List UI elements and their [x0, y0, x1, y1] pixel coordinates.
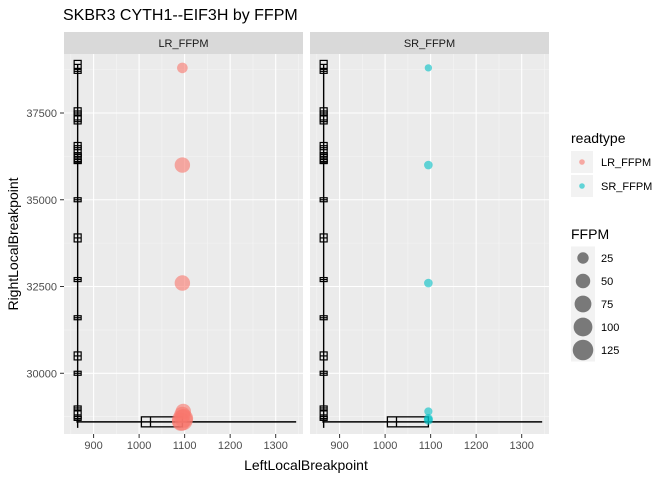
legend-size-label: 25: [601, 253, 613, 265]
facet-plot-bg-sr: [310, 54, 549, 434]
legend-color-key: [579, 183, 585, 189]
legend-size-key: [574, 295, 592, 313]
y-tick-label: 35000: [26, 195, 57, 207]
x-tick-label: 900: [330, 440, 348, 452]
legend-size-title: FFPM: [571, 226, 609, 242]
legend-size-label: 75: [601, 299, 613, 311]
legend-size-key: [573, 317, 593, 337]
x-tick-label: 1300: [509, 440, 533, 452]
legend-color-label: LR_FFPM: [601, 157, 651, 169]
facet-strip-lr: [64, 32, 303, 54]
data-point: [424, 278, 433, 288]
y-tick-label: 32500: [26, 282, 57, 294]
x-axis-label: LeftLocalBreakpoint: [244, 457, 368, 473]
legend-size-key: [575, 273, 591, 289]
vertical-box-tall: [319, 107, 328, 123]
facet-panel-sr: SR_FFPM: [310, 32, 549, 434]
legend-size-label: 125: [601, 345, 619, 357]
facet-panel-lr: LR_FFPM: [64, 32, 303, 434]
x-tick-label: 900: [84, 440, 102, 452]
data-point: [424, 64, 433, 72]
legend-size-key: [577, 252, 589, 264]
x-tick-label: 1100: [419, 440, 443, 452]
legend-size-label: 100: [601, 322, 619, 334]
y-axis: 30000 32500 35000 37500: [26, 108, 64, 380]
legend-size-key: [572, 339, 594, 361]
x-tick-label: 1200: [218, 440, 242, 452]
data-point: [174, 157, 191, 173]
legend-color-label: SR_FFPM: [601, 181, 652, 193]
data-point: [423, 415, 433, 425]
facet-plot-bg-lr: [64, 54, 303, 434]
x-tick-label: 1300: [263, 440, 287, 452]
points-lr: [171, 62, 194, 431]
legend: readtype LR_FFPM SR_FFPM FFPM 25 50 75 100 12…: [571, 130, 652, 362]
legend-color-key: [579, 159, 585, 165]
legend-color-title: readtype: [571, 130, 626, 146]
data-point: [171, 412, 191, 431]
grid-sr: [310, 54, 549, 434]
data-point: [174, 275, 191, 291]
data-point: [424, 160, 433, 170]
vertical-box-tall: [73, 107, 82, 123]
facet-strip-label-lr: LR_FFPM: [158, 38, 208, 50]
facet-strip-sr: [310, 32, 549, 54]
grid-lr: [64, 54, 303, 434]
data-point: [424, 407, 433, 416]
facet-strip-label-sr: SR_FFPM: [404, 38, 455, 50]
legend-size-items: 25 50 75 100 125: [571, 246, 619, 362]
x-tick-label: 1100: [173, 440, 197, 452]
y-tick-label: 37500: [26, 108, 57, 120]
x-tick-label: 1200: [464, 440, 488, 452]
y-axis-label: RightLocalBreakpoint: [5, 177, 21, 310]
vertical-box-tall: [319, 141, 328, 164]
x-axis-sr: 900 1000 1100 1200 1300: [330, 434, 534, 452]
legend-size-label: 50: [601, 276, 613, 288]
x-tick-label: 1000: [127, 440, 151, 452]
vertical-box-tall: [73, 141, 82, 164]
x-tick-label: 1000: [373, 440, 397, 452]
points-sr: [423, 64, 433, 425]
chart-title: SKBR3 CYTH1--EIF3H by FFPM: [63, 7, 298, 24]
y-tick-label: 30000: [26, 368, 57, 380]
x-axis-lr: 900 1000 1100 1200 1300: [84, 434, 288, 452]
data-point: [177, 62, 188, 74]
legend-color-items: LR_FFPM SR_FFPM: [571, 151, 652, 197]
